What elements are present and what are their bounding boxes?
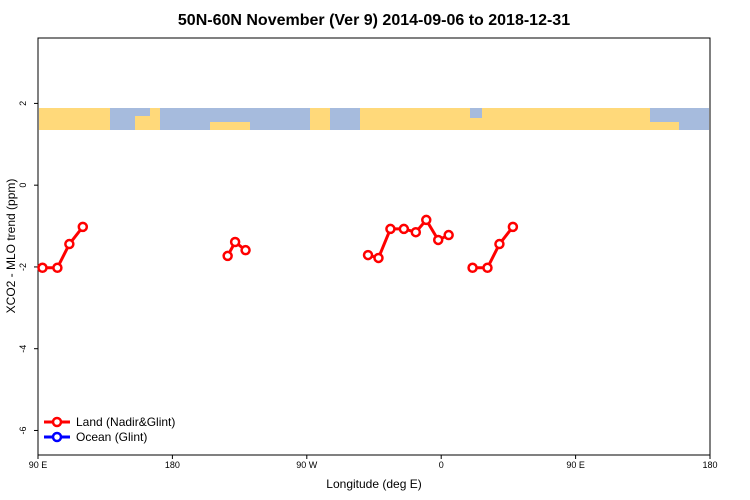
y-tick-label: -6: [18, 426, 28, 434]
data-point: [398, 223, 410, 235]
y-tick-label: 0: [18, 183, 28, 188]
x-tick-label: 180: [165, 460, 180, 470]
data-point: [432, 234, 444, 246]
x-tick-label: 180: [702, 460, 717, 470]
map-band: [39, 108, 709, 130]
data-point: [77, 221, 89, 233]
data-point: [52, 262, 63, 274]
data-point: [229, 236, 241, 248]
data-point: [443, 229, 454, 241]
legend-label: Ocean (Glint): [76, 430, 147, 444]
data-point: [421, 214, 432, 226]
legend-marker: [51, 431, 63, 443]
x-tick-label: 90 E: [566, 460, 585, 470]
x-tick-label: 90 E: [29, 460, 48, 470]
data-line: [42, 225, 84, 270]
data-point: [467, 262, 478, 274]
data-point: [373, 252, 384, 264]
data-point: [385, 223, 396, 235]
data-point: [494, 238, 505, 250]
chart-title: 50N-60N November (Ver 9) 2014-09-06 to 2…: [178, 12, 570, 29]
x-tick-label: 90 W: [296, 460, 318, 470]
x-axis-label: Longitude (deg E): [326, 477, 421, 491]
data-point: [482, 262, 493, 274]
y-tick-label: -2: [18, 263, 28, 271]
y-tick-label: -4: [18, 345, 28, 353]
data-line: [472, 225, 515, 270]
x-tick-label: 0: [439, 460, 444, 470]
legend-marker: [51, 416, 63, 428]
data-point: [240, 244, 251, 256]
y-tick-label: 2: [18, 101, 28, 106]
data-point: [222, 250, 233, 262]
data-point: [410, 226, 422, 238]
data-point: [362, 249, 374, 261]
data-point: [507, 221, 519, 233]
plot-frame: [37, 37, 711, 456]
y-axis-label: XCO2 - MLO trend (ppm): [4, 179, 18, 314]
data-point: [64, 238, 75, 250]
data-point: [37, 262, 48, 274]
legend-label: Land (Nadir&Glint): [76, 415, 175, 429]
